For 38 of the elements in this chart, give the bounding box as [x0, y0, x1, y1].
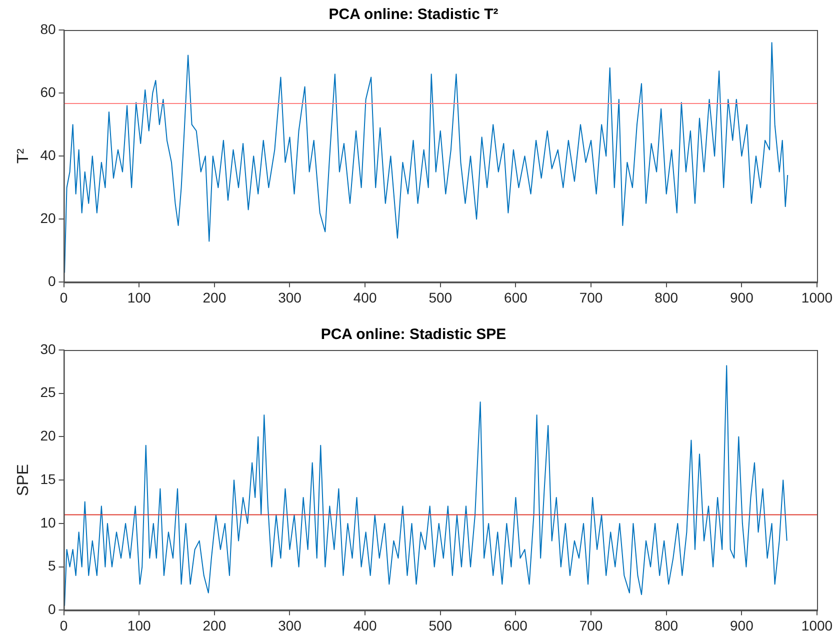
- x-tick-label: 0: [60, 617, 68, 634]
- y-tick-label: 30: [40, 340, 56, 357]
- x-tick-label: 600: [504, 617, 528, 634]
- y-axis-title: SPE: [15, 464, 32, 496]
- y-axis-title: T²: [15, 148, 32, 164]
- y-tick-label: 60: [40, 84, 56, 100]
- y-tick-label: 15: [40, 470, 56, 487]
- x-tick-label: 500: [428, 617, 452, 634]
- x-tick-label: 900: [730, 289, 754, 306]
- x-tick-label: 400: [353, 289, 377, 306]
- chart-title: PCA online: Stadistic SPE: [320, 326, 506, 344]
- x-tick-label: 600: [504, 289, 528, 306]
- y-tick-label: 80: [40, 20, 56, 37]
- y-tick-label: 20: [40, 210, 56, 226]
- x-tick-label: 500: [428, 289, 452, 306]
- x-tick-label: 200: [202, 289, 226, 306]
- x-tick-label: 900: [730, 617, 754, 634]
- x-tick-label: 300: [278, 617, 302, 634]
- x-tick-label: 800: [654, 289, 678, 306]
- x-tick-label: 100: [127, 617, 151, 634]
- y-tick-label: 25: [40, 384, 56, 400]
- x-tick-label: 0: [60, 289, 68, 306]
- x-tick-label: 100: [127, 289, 151, 306]
- x-tick-label: 200: [202, 617, 226, 634]
- x-tick-label: 1000: [801, 289, 833, 306]
- y-tick-label: 40: [40, 146, 56, 163]
- y-tick-label: 10: [40, 514, 56, 530]
- y-tick-label: 5: [48, 558, 56, 574]
- x-tick-label: 700: [579, 289, 603, 306]
- x-tick-label: 300: [278, 289, 302, 306]
- chart-title: PCA online: Stadistic T²: [328, 6, 498, 24]
- x-tick-label: 1000: [801, 617, 833, 634]
- x-tick-label: 800: [654, 617, 678, 634]
- x-tick-label: 700: [579, 617, 603, 634]
- y-tick-label: 0: [48, 601, 56, 618]
- y-tick-label: 0: [48, 273, 56, 290]
- y-tick-label: 20: [40, 428, 56, 444]
- x-tick-label: 400: [353, 617, 377, 634]
